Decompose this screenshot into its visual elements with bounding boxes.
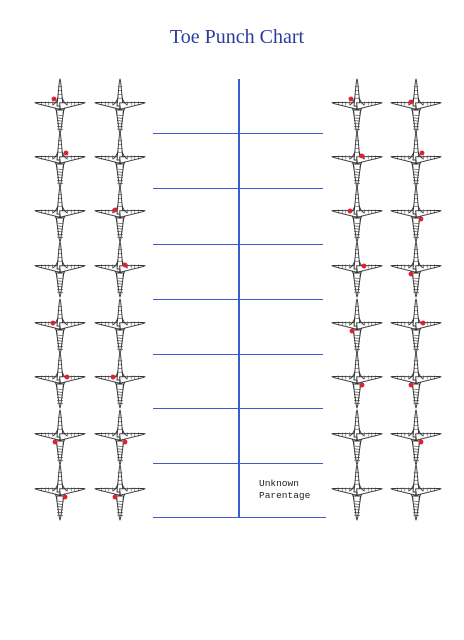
chicken-foot-icon	[94, 464, 146, 521]
write-in-line	[153, 463, 323, 465]
toe-punch-mark	[122, 262, 128, 268]
chicken-foot-icon	[94, 78, 146, 135]
chicken-foot-icon	[331, 298, 383, 355]
toe-punch-mark	[419, 150, 425, 156]
chicken-foot-icon	[34, 186, 86, 243]
toe-punch-mark	[347, 208, 353, 214]
write-in-line	[153, 408, 323, 410]
toe-punch-mark	[62, 494, 68, 500]
chicken-foot-icon	[34, 409, 86, 466]
chicken-foot-icon	[390, 352, 442, 409]
chicken-foot-icon	[34, 241, 86, 298]
unknown-label-line2: Parentage	[259, 490, 311, 501]
write-in-line	[153, 354, 323, 356]
chicken-foot-icon	[331, 241, 383, 298]
toe-punch-mark	[408, 271, 414, 277]
unknown-parentage-label: Unknown Parentage	[259, 478, 310, 502]
chicken-foot-icon	[390, 78, 442, 135]
chicken-foot-icon	[390, 186, 442, 243]
unknown-label-line1: Unknown	[259, 478, 299, 489]
toe-punch-mark	[408, 382, 414, 388]
chicken-foot-icon	[331, 464, 383, 521]
chicken-foot-icon	[331, 409, 383, 466]
chicken-foot-icon	[94, 298, 146, 355]
toe-punch-mark	[52, 439, 58, 445]
toe-punch-mark	[408, 99, 414, 105]
toe-punch-mark	[418, 439, 424, 445]
chart-title: Toe Punch Chart	[169, 26, 305, 48]
chicken-foot-icon	[94, 241, 146, 298]
write-in-line	[153, 299, 323, 301]
toe-punch-mark	[112, 207, 118, 213]
toe-punch-mark	[50, 320, 56, 326]
toe-punch-mark	[359, 153, 365, 159]
chicken-foot-icon	[390, 132, 442, 189]
chicken-foot-icon	[331, 78, 383, 135]
toe-punch-mark	[359, 382, 365, 388]
toe-punch-mark	[420, 320, 426, 326]
chicken-foot-icon	[331, 132, 383, 189]
chicken-foot-icon	[390, 241, 442, 298]
write-in-line	[153, 133, 323, 135]
chicken-foot-icon	[94, 409, 146, 466]
write-in-line	[153, 517, 326, 519]
toe-punch-mark	[418, 216, 424, 222]
write-in-line	[153, 244, 323, 246]
chicken-foot-icon	[390, 409, 442, 466]
chicken-foot-icon	[390, 298, 442, 355]
chicken-foot-icon	[331, 352, 383, 409]
toe-punch-mark	[63, 150, 69, 156]
chicken-foot-icon	[94, 132, 146, 189]
toe-punch-mark	[122, 439, 128, 445]
toe-punch-mark	[51, 96, 57, 102]
chicken-foot-icon	[34, 352, 86, 409]
chicken-foot-icon	[94, 352, 146, 409]
chicken-foot-icon	[34, 78, 86, 135]
chicken-foot-icon	[34, 298, 86, 355]
toe-punch-mark	[349, 328, 355, 334]
toe-punch-mark	[112, 494, 118, 500]
center-column-divider	[238, 79, 240, 517]
chicken-foot-icon	[94, 186, 146, 243]
write-in-line	[153, 188, 323, 190]
chicken-foot-icon	[390, 464, 442, 521]
chicken-foot-icon	[331, 186, 383, 243]
toe-punch-mark	[64, 374, 70, 380]
chicken-foot-icon	[34, 464, 86, 521]
toe-punch-mark	[110, 374, 116, 380]
chicken-foot-icon	[34, 132, 86, 189]
toe-punch-mark	[348, 96, 354, 102]
toe-punch-mark	[361, 263, 367, 269]
